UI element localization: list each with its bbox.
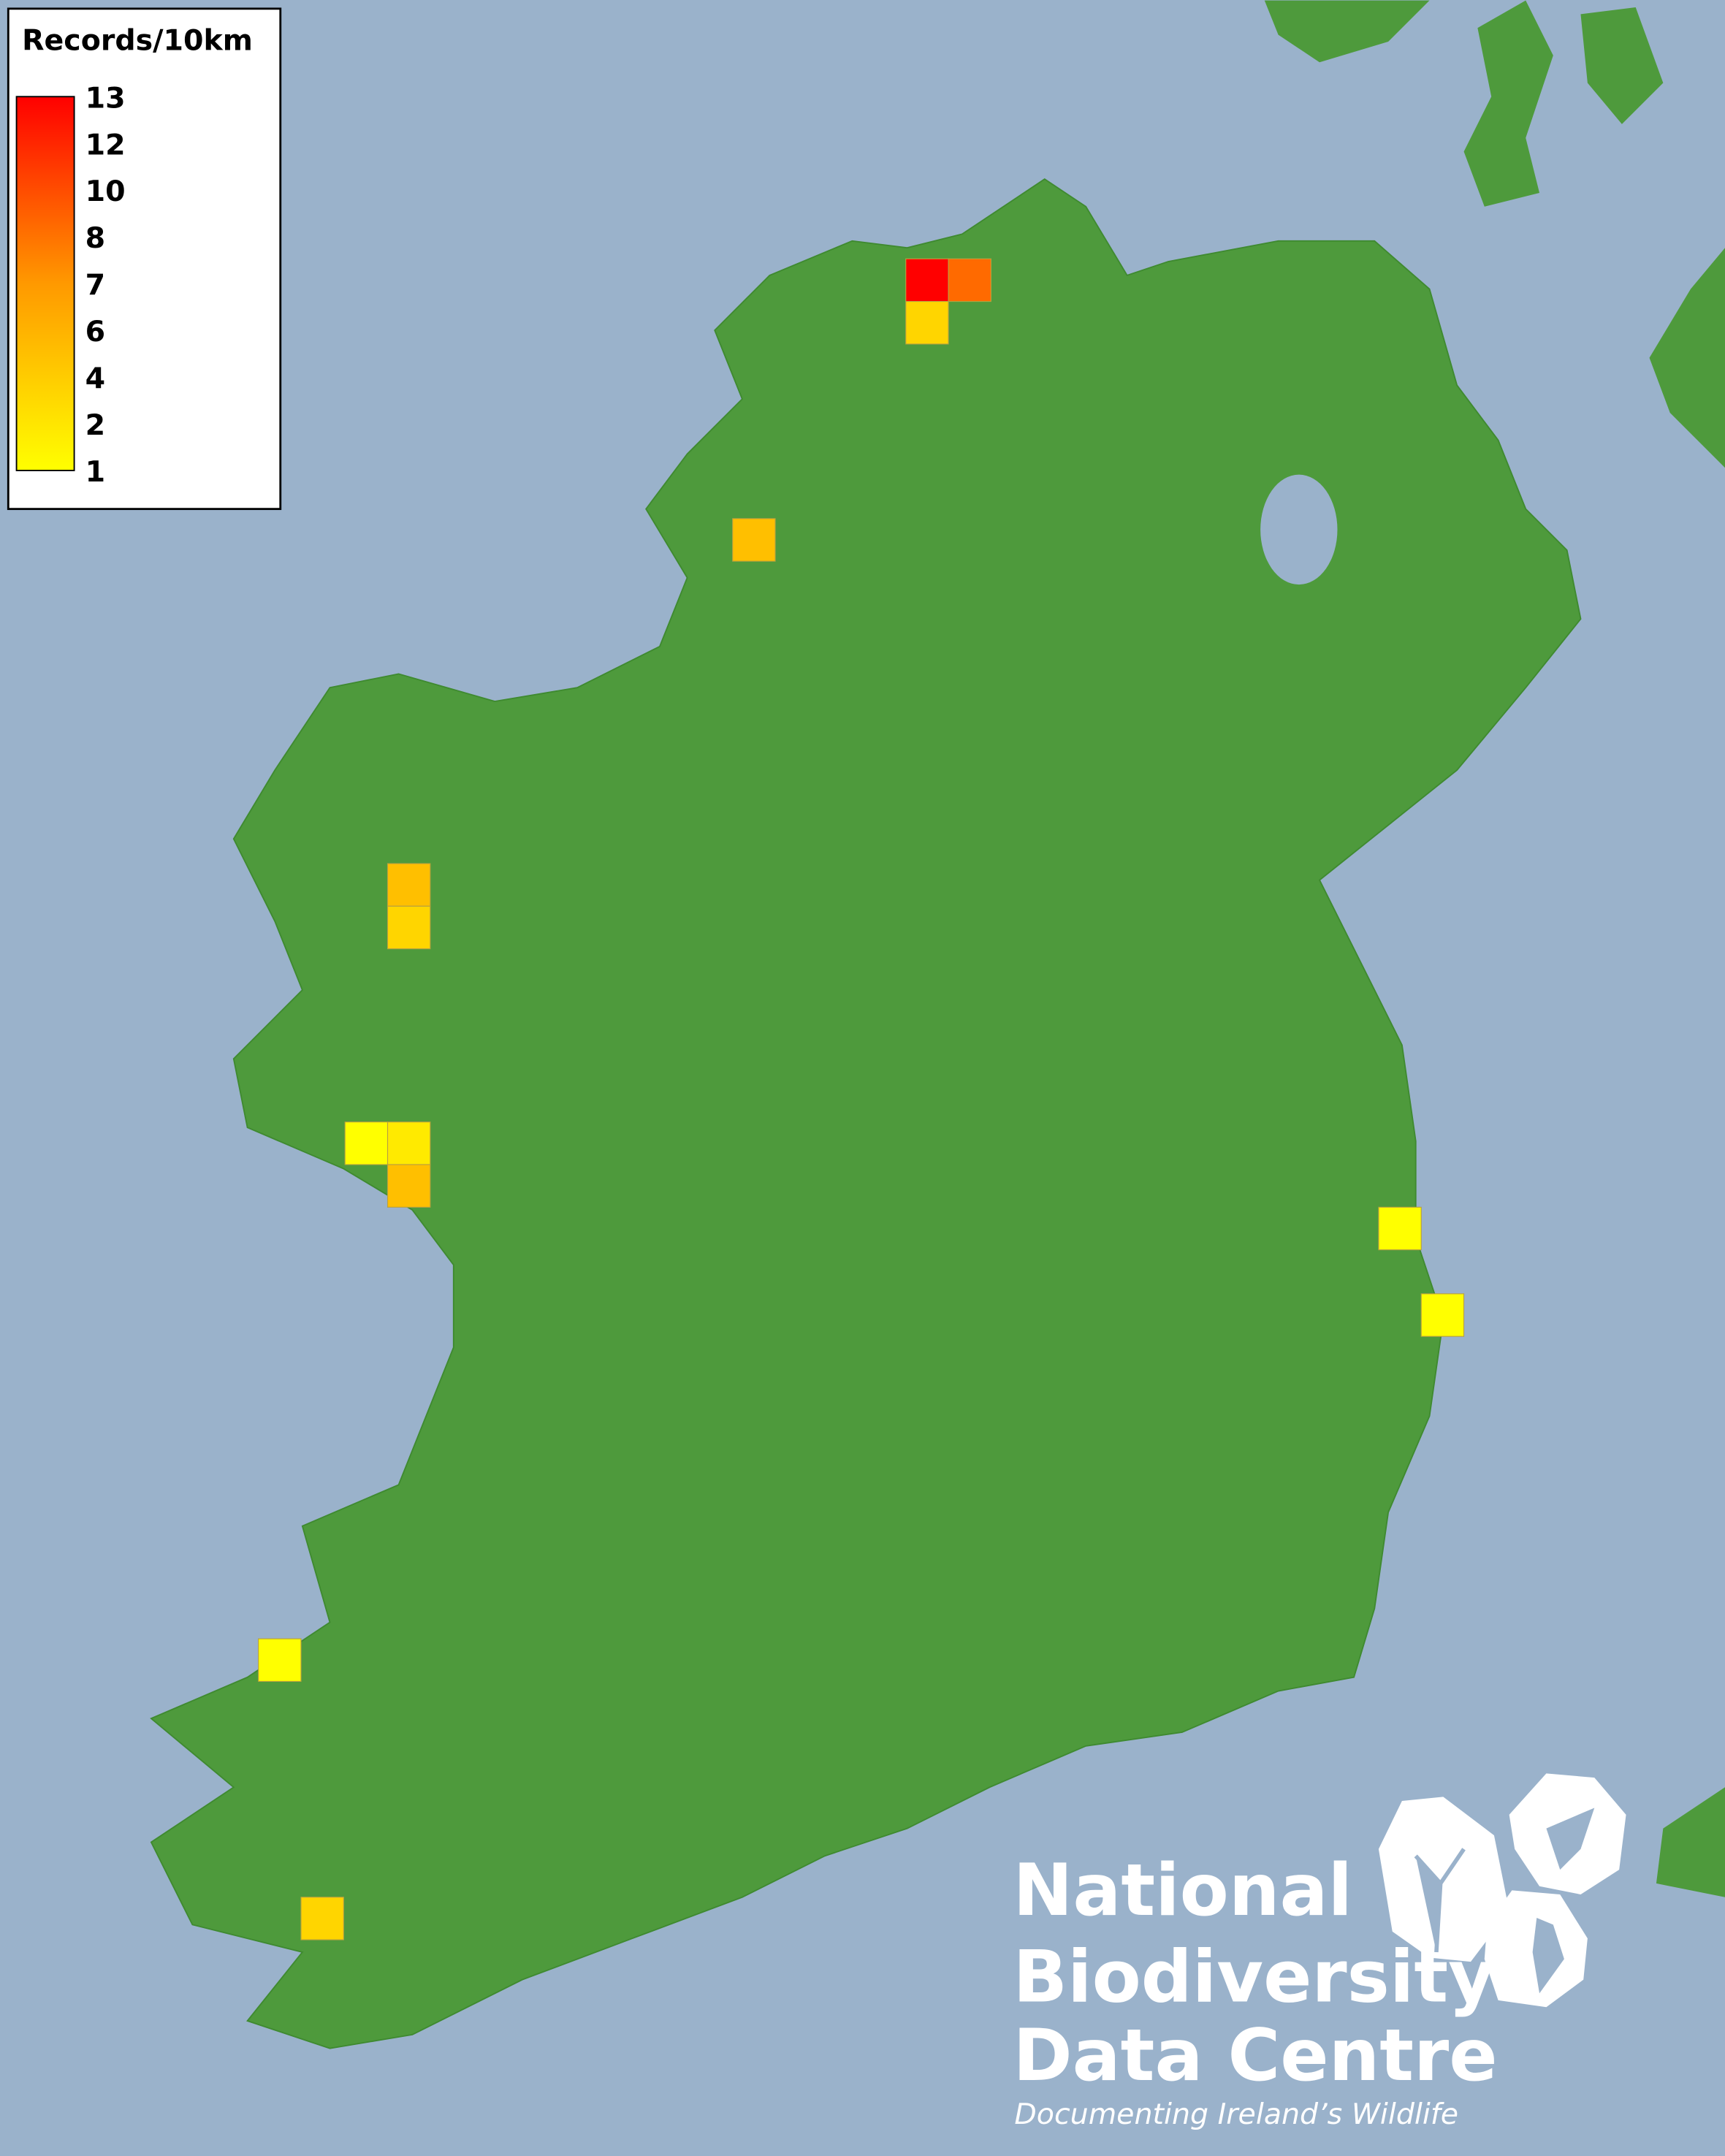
- legend-colorbar: [15, 96, 75, 471]
- legend-tick-label: 7: [85, 268, 105, 302]
- legend-tick-label: 2: [85, 408, 105, 442]
- record-cell: [905, 258, 949, 302]
- record-cell: [1420, 1293, 1465, 1337]
- record-cell: [386, 1121, 431, 1165]
- legend-tick-label: 1: [85, 455, 105, 489]
- record-cell: [948, 258, 991, 302]
- record-cell: [732, 518, 776, 562]
- record-cell: [344, 1121, 389, 1165]
- legend-tick-label: 6: [85, 315, 105, 348]
- legend-tick-label: 8: [85, 221, 105, 255]
- legend-tick-label: 10: [85, 175, 126, 208]
- record-cell: [905, 301, 949, 345]
- logo-line2: Biodiversity: [1013, 1936, 1494, 2019]
- logo-line3: Data Centre: [1013, 2014, 1497, 2098]
- logo-line1: National: [1013, 1849, 1352, 1932]
- record-cells: [258, 258, 1465, 1940]
- tree-detail: [1414, 1848, 1466, 1953]
- record-cell: [258, 1638, 302, 1682]
- logo-tagline: Documenting Ireland’s Wildlife: [1014, 2098, 1458, 2131]
- record-cell: [300, 1897, 344, 1940]
- record-cell: [386, 1164, 431, 1208]
- lough-neagh: [1260, 474, 1338, 585]
- legend-title: Records/10km: [22, 23, 253, 57]
- legend-tick-label: 13: [85, 81, 126, 115]
- legend-tick-label: 4: [85, 362, 105, 395]
- legend: Records/10km 13 12 10 8 7 6 4 2 1: [7, 7, 282, 511]
- record-cell: [386, 863, 431, 907]
- butterfly-detail: [1546, 1808, 1595, 1870]
- nbdc-logo: National Biodiversity Data Centre Docume…: [1013, 1773, 1626, 2131]
- record-cell: [1378, 1206, 1422, 1251]
- seahorse-detail: [1532, 1917, 1564, 1994]
- legend-tick-label: 12: [85, 128, 126, 161]
- record-cell: [386, 905, 431, 950]
- ireland-land: [150, 178, 1582, 2049]
